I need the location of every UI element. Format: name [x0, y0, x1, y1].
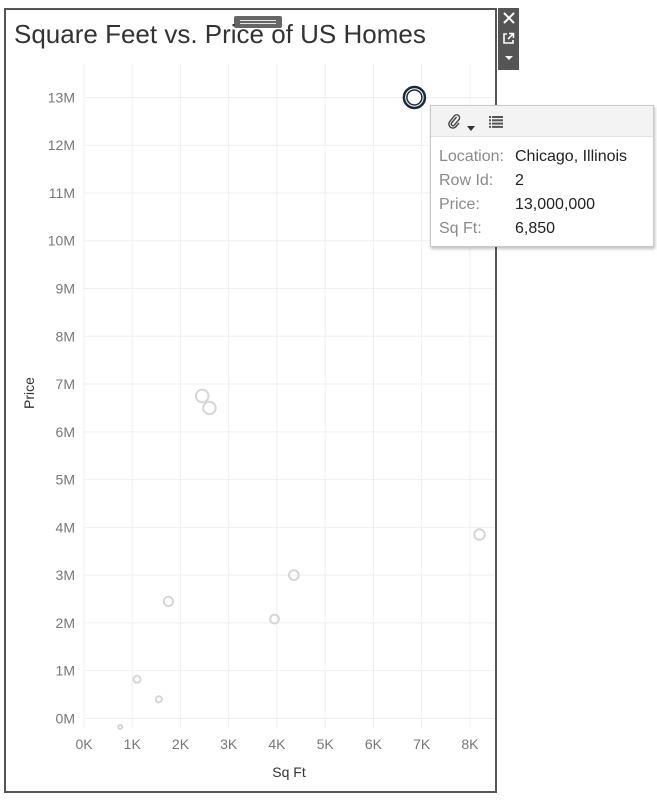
y-tick-label: 3M	[56, 567, 75, 583]
chart-title: Square Feet vs. Price of US Homes	[14, 19, 426, 49]
tooltip-row-row-id: Row Id: 2	[439, 169, 653, 193]
x-tick-label: 3K	[220, 736, 238, 752]
y-tick-label: 4M	[56, 519, 75, 535]
y-tick-label: 8M	[56, 328, 75, 344]
y-axis-label: Price	[21, 377, 37, 409]
x-axis-label: Sq Ft	[272, 764, 306, 780]
data-point[interactable]	[287, 569, 300, 582]
x-tick-label: 7K	[413, 736, 431, 752]
data-point[interactable]	[194, 388, 210, 404]
x-tick-label: 8K	[461, 736, 479, 752]
tooltip-body: Location: Chicago, Illinois Row Id: 2 Pr…	[431, 137, 653, 241]
tooltip-toolbar	[431, 106, 653, 137]
y-tick-label: 2M	[56, 615, 75, 631]
y-tick-label: 0M	[56, 710, 75, 726]
x-tick-label: 6K	[365, 736, 383, 752]
tooltip-row-sqft: Sq Ft: 6,850	[439, 217, 653, 241]
data-point[interactable]	[132, 674, 142, 684]
tooltip-value: 6,850	[515, 220, 556, 237]
y-tick-label: 1M	[56, 663, 75, 679]
table-view-icon[interactable]	[489, 115, 503, 133]
x-tick-label: 0K	[75, 736, 93, 752]
data-tooltip: Location: Chicago, Illinois Row Id: 2 Pr…	[430, 105, 654, 247]
x-tick-label: 1K	[124, 736, 142, 752]
tooltip-key: Price:	[439, 196, 480, 213]
y-tick-label: 5M	[56, 472, 75, 488]
data-point[interactable]	[269, 613, 280, 625]
tooltip-key: Location:	[439, 148, 504, 165]
dropdown-icon[interactable]	[498, 48, 519, 68]
data-point[interactable]	[202, 400, 217, 416]
tooltip-key: Sq Ft:	[439, 220, 482, 237]
chart-panel	[4, 8, 497, 793]
y-tick-label: 9M	[56, 281, 75, 297]
y-tick-label: 12M	[48, 137, 75, 153]
x-tick-label: 5K	[317, 736, 335, 752]
data-point[interactable]	[154, 695, 163, 704]
tooltip-value: Chicago, Illinois	[515, 148, 628, 165]
viz-toolbar	[498, 8, 519, 70]
drag-handle[interactable]	[234, 16, 282, 28]
paperclip-icon[interactable]	[447, 113, 461, 134]
y-tick-label: 7M	[56, 376, 75, 392]
data-point[interactable]	[473, 528, 486, 541]
data-point[interactable]	[117, 724, 124, 731]
x-tick-label: 2K	[172, 736, 190, 752]
y-tick-label: 10M	[48, 233, 75, 249]
open-external-icon[interactable]	[498, 28, 519, 48]
dropdown-caret-icon[interactable]	[467, 118, 475, 136]
tooltip-row-location: Location: Chicago, Illinois	[439, 145, 653, 169]
y-tick-label: 11M	[49, 185, 75, 201]
tooltip-key: Row Id:	[439, 172, 494, 189]
data-point-highlight-ring	[406, 89, 423, 106]
tooltip-value: 13,000,000	[515, 196, 596, 213]
x-tick-label: 4K	[268, 736, 286, 752]
close-icon[interactable]	[498, 8, 519, 28]
y-tick-label: 6M	[56, 424, 75, 440]
tooltip-row-price: Price: 13,000,000	[439, 193, 653, 217]
y-tick-label: 13M	[48, 89, 75, 105]
data-point[interactable]	[162, 595, 175, 608]
tooltip-value: 2	[515, 172, 524, 189]
